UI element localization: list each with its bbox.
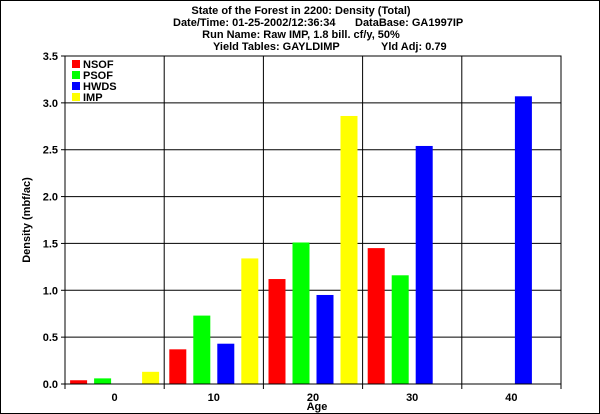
legend-label-imp: IMP xyxy=(83,92,103,104)
x-tick-label: 0 xyxy=(112,392,118,404)
y-tick-labels: 0.0 0.5 1.0 1.5 2.0 2.5 3.0 3.5 xyxy=(43,51,58,391)
legend-swatch-hwds xyxy=(72,82,80,90)
y-axis-label: Density (mbf/ac) xyxy=(21,177,33,263)
chart-title: State of the Forest in 2200: Density (To… xyxy=(191,5,411,17)
x-tick-label: 40 xyxy=(505,392,517,404)
grid-lines xyxy=(65,55,561,385)
x-tick-label: 30 xyxy=(406,392,418,404)
x-tick-labels: 0 10 20 30 40 xyxy=(112,392,518,404)
legend-label-nsof: NSOF xyxy=(83,59,114,71)
bar-psof-age-0 xyxy=(94,378,112,384)
y-tick-label: 0.0 xyxy=(43,379,58,391)
y-tick-label: 1.5 xyxy=(43,238,58,250)
bar-hwds-age-20 xyxy=(316,294,334,384)
bar-psof-age-30 xyxy=(391,275,409,384)
bar-hwds-age-10 xyxy=(217,343,235,384)
run-name-label: Run Name: Raw IMP, 1.8 bill. cf/y, 50% xyxy=(202,29,400,41)
bar-psof-age-10 xyxy=(193,315,211,384)
y-tick-label: 2.0 xyxy=(43,192,58,204)
bars-group xyxy=(70,96,532,384)
bar-imp-age-20 xyxy=(340,115,358,384)
y-tick-label: 1.0 xyxy=(43,285,58,297)
database-label: DataBase: GA1997IP xyxy=(355,17,463,29)
bar-nsof-age-10 xyxy=(169,349,187,384)
legend-swatch-psof xyxy=(72,71,80,79)
legend-swatch-nsof xyxy=(72,60,80,68)
datetime-label: Date/Time: 01-25-2002/12:36:34 xyxy=(173,17,336,29)
y-tick-label: 3.0 xyxy=(43,98,58,110)
bar-nsof-age-0 xyxy=(70,380,88,384)
legend-label-hwds: HWDS xyxy=(83,81,117,93)
bar-hwds-age-30 xyxy=(415,145,433,384)
x-axis-label: Age xyxy=(307,401,328,413)
bar-imp-age-10 xyxy=(241,258,259,384)
legend-swatch-imp xyxy=(72,93,80,101)
y-tick-label: 3.5 xyxy=(43,51,58,63)
bar-nsof-age-20 xyxy=(268,279,286,384)
x-tick-label: 20 xyxy=(307,392,319,404)
plot-border xyxy=(64,55,562,385)
y-tick-label: 0.5 xyxy=(43,332,58,344)
x-tick-label: 10 xyxy=(208,392,220,404)
bar-nsof-age-30 xyxy=(367,248,385,384)
yld-adj-label: Yld Adj: 0.79 xyxy=(381,41,447,53)
axes-group xyxy=(61,55,562,389)
y-tick-label: 2.5 xyxy=(43,145,58,157)
bar-psof-age-20 xyxy=(292,242,310,384)
bar-imp-age-0 xyxy=(142,371,160,384)
legend-label-psof: PSOF xyxy=(83,70,113,82)
yield-tables-label: Yield Tables: GAYLDIMP xyxy=(213,41,340,53)
bar-hwds-age-40 xyxy=(514,96,532,384)
